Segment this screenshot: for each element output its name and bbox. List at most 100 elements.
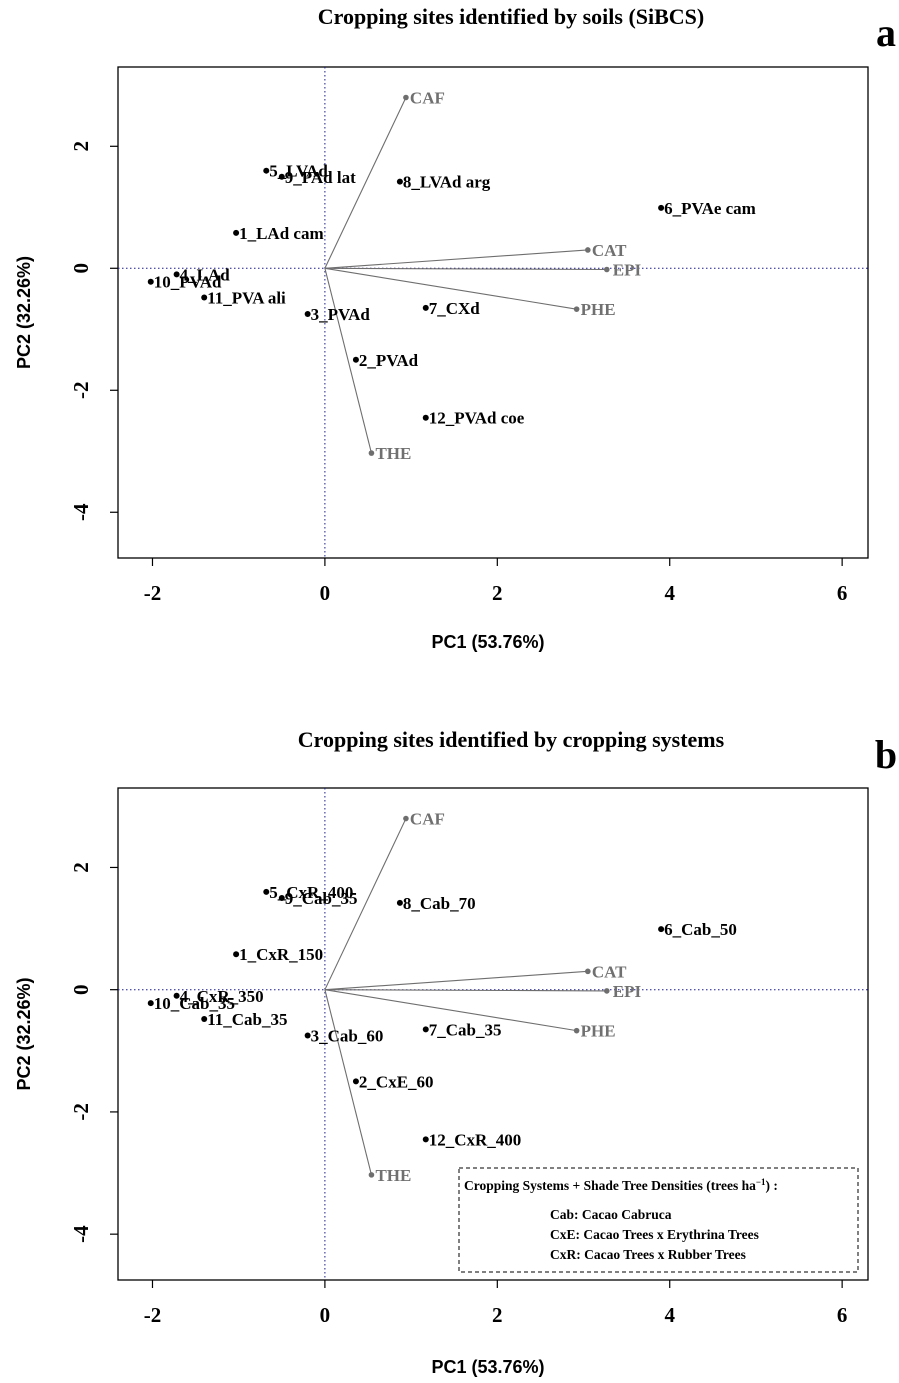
legend-item: CxE: Cacao Trees x Erythrina Trees xyxy=(550,1227,759,1242)
y-tick-label: -2 xyxy=(69,1103,93,1121)
y-tick-label: 0 xyxy=(69,263,93,274)
y-axis-label: PC2 (32.26%) xyxy=(14,977,34,1090)
variable-label: PHE xyxy=(581,300,616,319)
site-point xyxy=(422,304,429,311)
site-point xyxy=(278,895,285,902)
legend-item: CxR: Cacao Trees x Rubber Trees xyxy=(550,1247,746,1262)
loading-vector-phe xyxy=(324,989,577,1032)
site-label: 8_LVAd arg xyxy=(403,173,491,192)
loading-vector-epi xyxy=(324,989,607,992)
y-tick-label: -2 xyxy=(69,382,93,400)
loading-point-the xyxy=(368,450,375,456)
plot-frame xyxy=(117,66,869,559)
loading-point-epi xyxy=(603,988,610,994)
variable-label: CAT xyxy=(592,962,627,981)
loading-point-phe xyxy=(573,1027,580,1034)
loading-vector-the xyxy=(324,989,372,1176)
chart-panel-a: Cropping sites identified by soils (SiBC… xyxy=(14,4,896,652)
y-tick-label: 2 xyxy=(69,862,93,873)
variable-label: CAT xyxy=(592,241,627,260)
loading-vector-the xyxy=(324,268,372,454)
site-label: 7_CXd xyxy=(429,299,481,318)
variable-label: EPI xyxy=(613,260,642,279)
site-label: 9_PAd lat xyxy=(285,168,356,187)
y-axis-label: PC2 (32.26%) xyxy=(14,256,34,369)
site-point xyxy=(263,888,270,895)
site-point xyxy=(422,1136,429,1143)
x-tick-label: 2 xyxy=(492,581,503,605)
site-label: 10_Cab_35 xyxy=(154,994,235,1013)
x-tick-label: 6 xyxy=(837,581,848,605)
x-tick-label: 0 xyxy=(320,1303,331,1327)
site-point xyxy=(233,229,240,236)
site-point xyxy=(304,311,311,318)
panel-letter: b xyxy=(875,732,897,777)
loading-point-epi xyxy=(603,266,610,273)
chart-title: Cropping sites identified by cropping sy… xyxy=(298,727,725,752)
site-point xyxy=(304,1032,311,1039)
site-label: 4_CxR_350 xyxy=(180,987,264,1006)
site-point xyxy=(263,167,270,174)
x-tick-label: 6 xyxy=(837,1303,848,1327)
loading-vector-cat xyxy=(324,970,588,991)
loading-vector-caf xyxy=(324,818,407,990)
legend-box xyxy=(458,1167,859,1273)
y-tick-label: 0 xyxy=(69,984,93,995)
site-point xyxy=(173,271,180,278)
legend: Cropping Systems + Shade Tree Densities … xyxy=(458,1167,859,1273)
y-tick-label: 2 xyxy=(69,141,93,152)
plot-frame xyxy=(117,787,869,1281)
chart-title: Cropping sites identified by soils (SiBC… xyxy=(318,4,705,29)
site-label: 12_CxR_400 xyxy=(429,1130,522,1149)
variable-label: PHE xyxy=(581,1022,616,1041)
site-label: 11_Cab_35 xyxy=(207,1010,287,1029)
variable-label: THE xyxy=(375,1166,411,1185)
site-point xyxy=(233,951,240,958)
site-point xyxy=(422,1026,429,1033)
site-point xyxy=(352,356,359,363)
loading-vector-cat xyxy=(324,249,588,269)
panel-letter: a xyxy=(876,10,896,55)
loading-point-phe xyxy=(573,306,580,312)
variable-label: THE xyxy=(375,444,411,463)
site-label: 11_PVA ali xyxy=(207,289,286,308)
site-label: 1_LAd cam xyxy=(239,224,324,243)
loading-vector-phe xyxy=(324,267,577,310)
loading-point-caf xyxy=(403,94,409,101)
site-point xyxy=(658,926,665,933)
site-point xyxy=(278,173,285,180)
site-label: 9_Cab_35 xyxy=(285,889,358,908)
site-label: 8_Cab_70 xyxy=(403,894,476,913)
x-tick-label: 4 xyxy=(664,1303,675,1327)
legend-title: Cropping Systems + Shade Tree Densities … xyxy=(464,1177,778,1193)
site-point xyxy=(147,278,154,285)
loading-vector-caf xyxy=(324,97,407,269)
y-tick-label: -4 xyxy=(69,1225,93,1243)
x-tick-label: -2 xyxy=(144,581,162,605)
site-label: 2_CxE_60 xyxy=(359,1072,434,1091)
x-axis-label: PC1 (53.76%) xyxy=(431,632,544,652)
site-point xyxy=(201,1016,208,1023)
site-label: 6_Cab_50 xyxy=(664,920,737,939)
site-label: 10_PVAd xyxy=(154,273,222,292)
site-point xyxy=(658,204,665,211)
site-label: 6_PVAe cam xyxy=(664,199,756,218)
site-label: 1_CxR_150 xyxy=(239,945,323,964)
site-label: 3_Cab_60 xyxy=(311,1027,384,1046)
chart-panel-b: Cropping sites identified by cropping sy… xyxy=(14,727,897,1377)
x-tick-label: 0 xyxy=(320,581,331,605)
site-label: 5_CxR_400 xyxy=(269,883,353,902)
site-label: 12_PVAd coe xyxy=(429,409,525,428)
loading-point-cat xyxy=(585,247,591,253)
site-point xyxy=(396,899,403,906)
loading-point-caf xyxy=(403,815,409,822)
loading-point-cat xyxy=(585,968,591,975)
site-point xyxy=(352,1078,359,1085)
x-tick-label: -2 xyxy=(144,1303,162,1327)
x-tick-label: 4 xyxy=(664,581,675,605)
loading-vector-epi xyxy=(324,267,607,271)
site-point xyxy=(147,1000,154,1007)
x-tick-label: 2 xyxy=(492,1303,503,1327)
loading-point-the xyxy=(368,1172,375,1178)
